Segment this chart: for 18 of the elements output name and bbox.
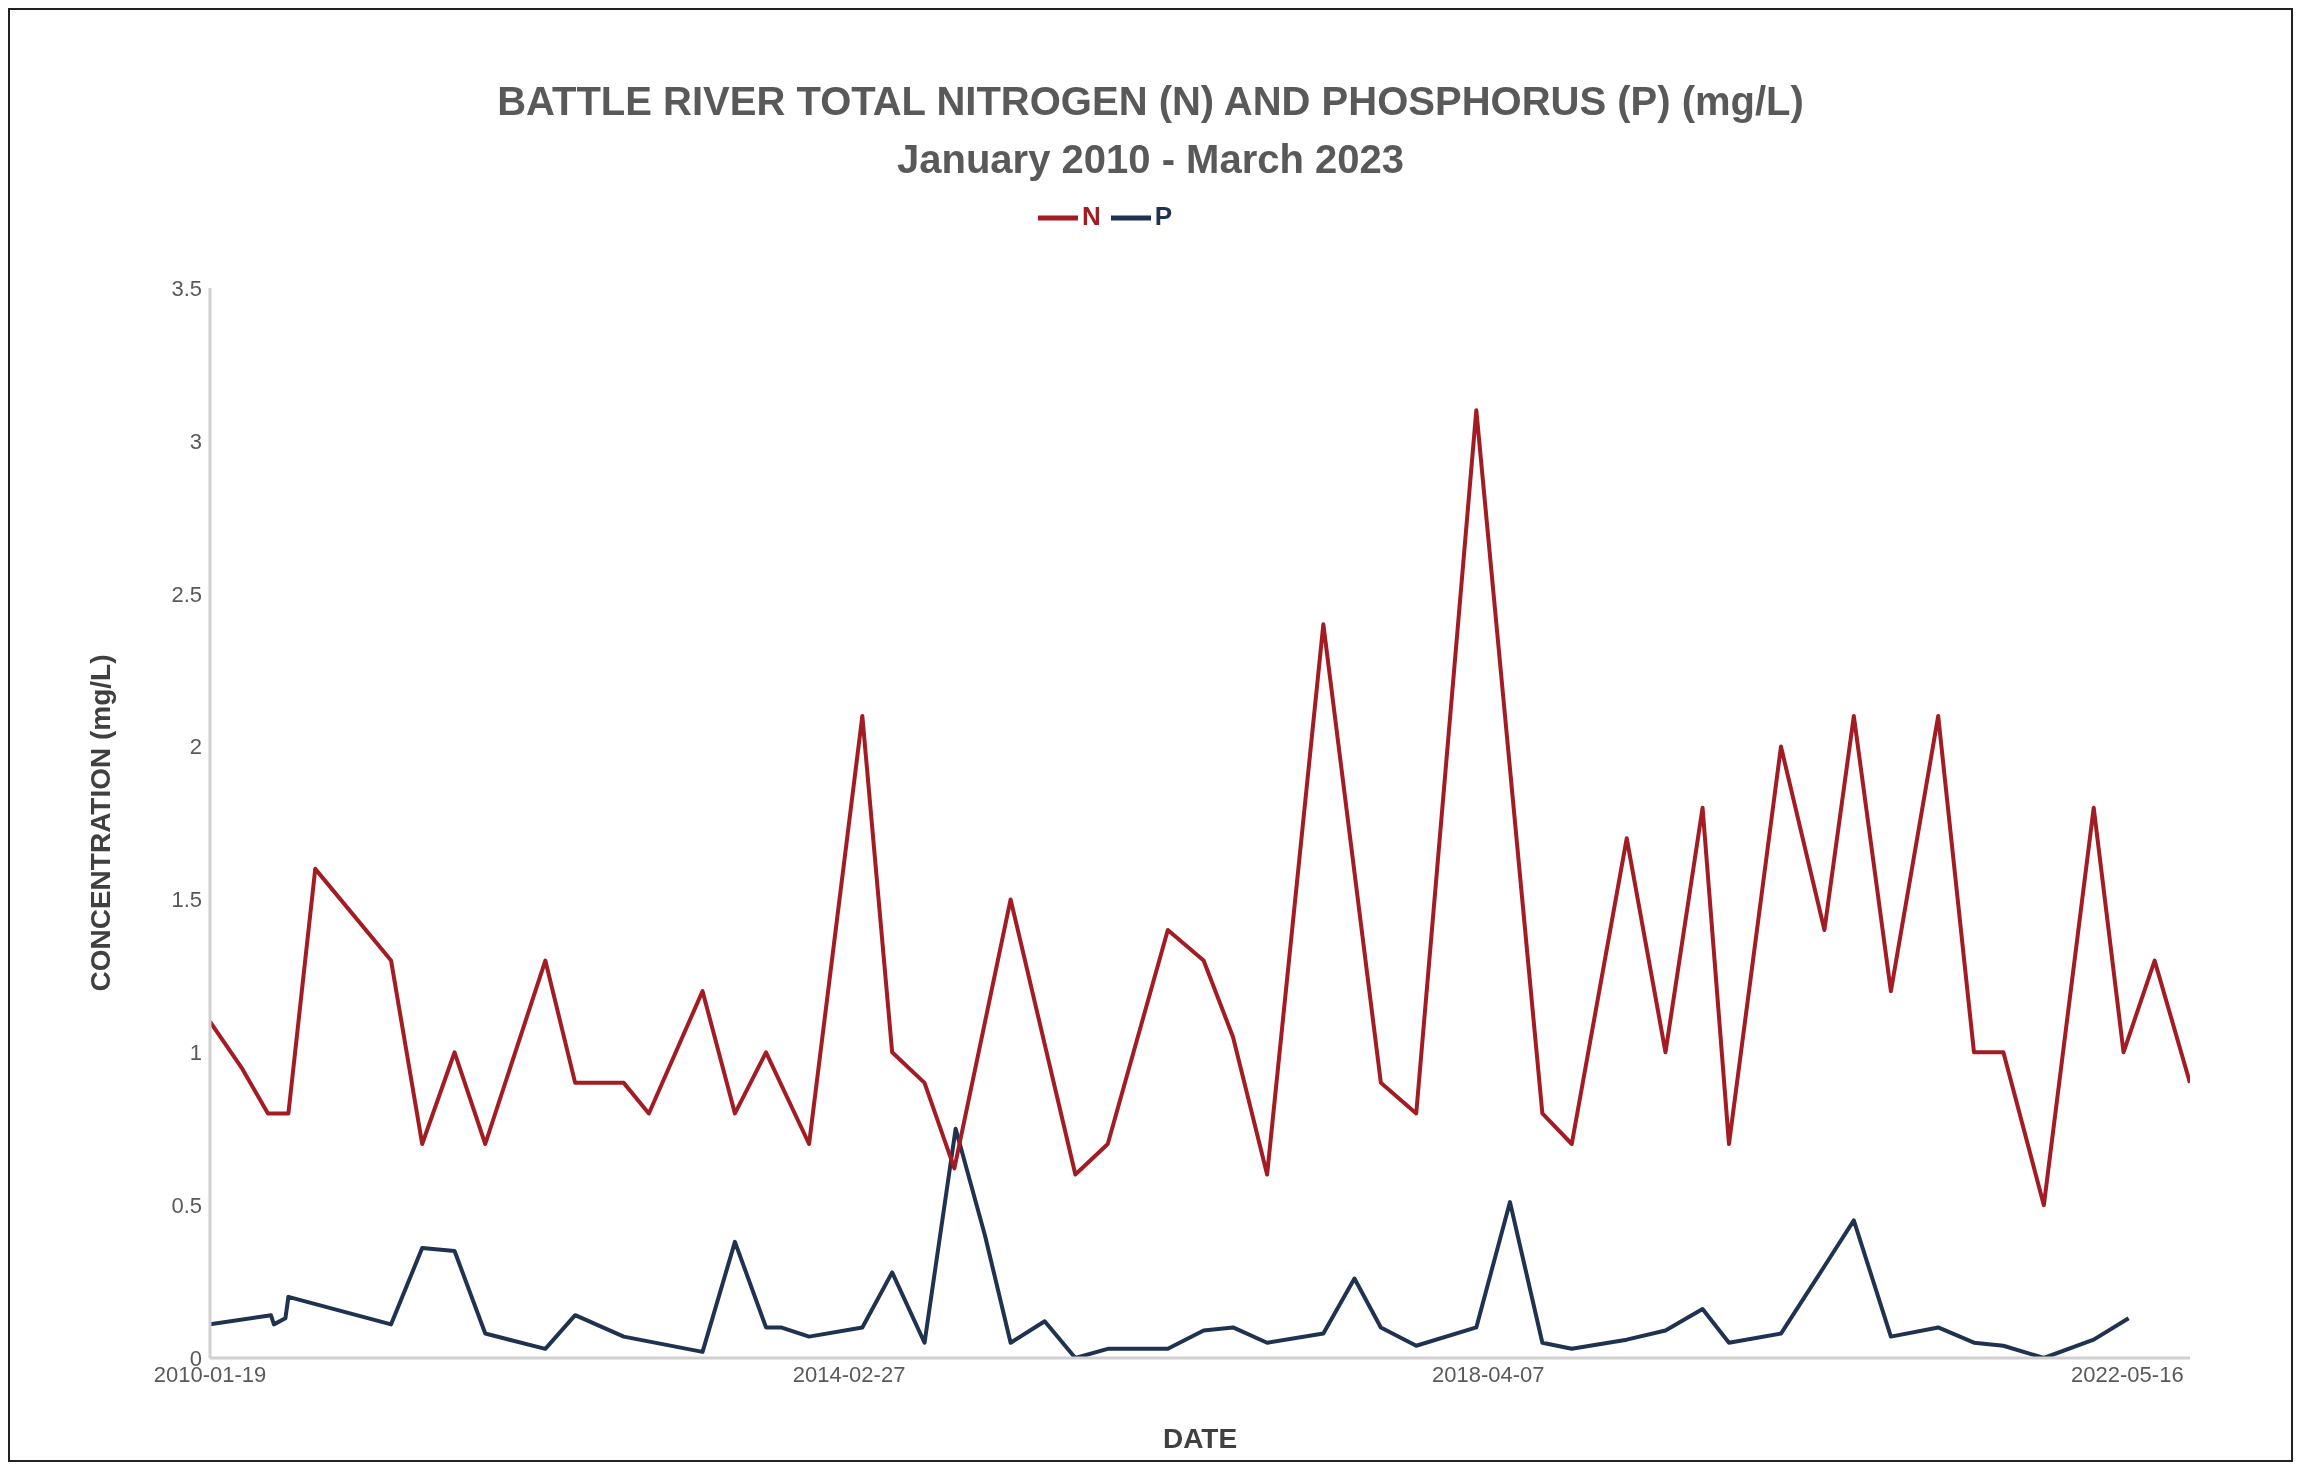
y-tick-label: 3.5 [171,275,202,301]
line-series [210,408,2190,1208]
y-axis-title: CONCENTRATION (mg/L) [84,654,116,992]
chart-title: BATTLE RIVER TOTAL NITROGEN (N) AND PHOSPHORUS (P) (mg/L) [496,78,1805,125]
x-tick-label: 2014-02-27 [792,1361,906,1387]
x-tick-label: 2018-04-07 [1431,1361,1545,1387]
y-tick-label: 3 [189,428,202,454]
y-tick-label: 1 [189,1040,202,1066]
x-tick-label: 2022-05-16 [2071,1361,2184,1387]
line-series [210,1126,2131,1358]
y-tick-label: 2.5 [171,581,202,607]
y-tick-label: 2 [189,734,202,760]
x-axis-title: DATE [1162,1423,1238,1454]
y-tick-label: 0.5 [171,1192,202,1218]
legend-label: N [1081,200,1101,231]
legend-label: P [1154,200,1173,231]
y-tick-label: 1.5 [171,887,202,913]
chart-subtitle: January 2010 - March 2023 [896,136,1405,183]
